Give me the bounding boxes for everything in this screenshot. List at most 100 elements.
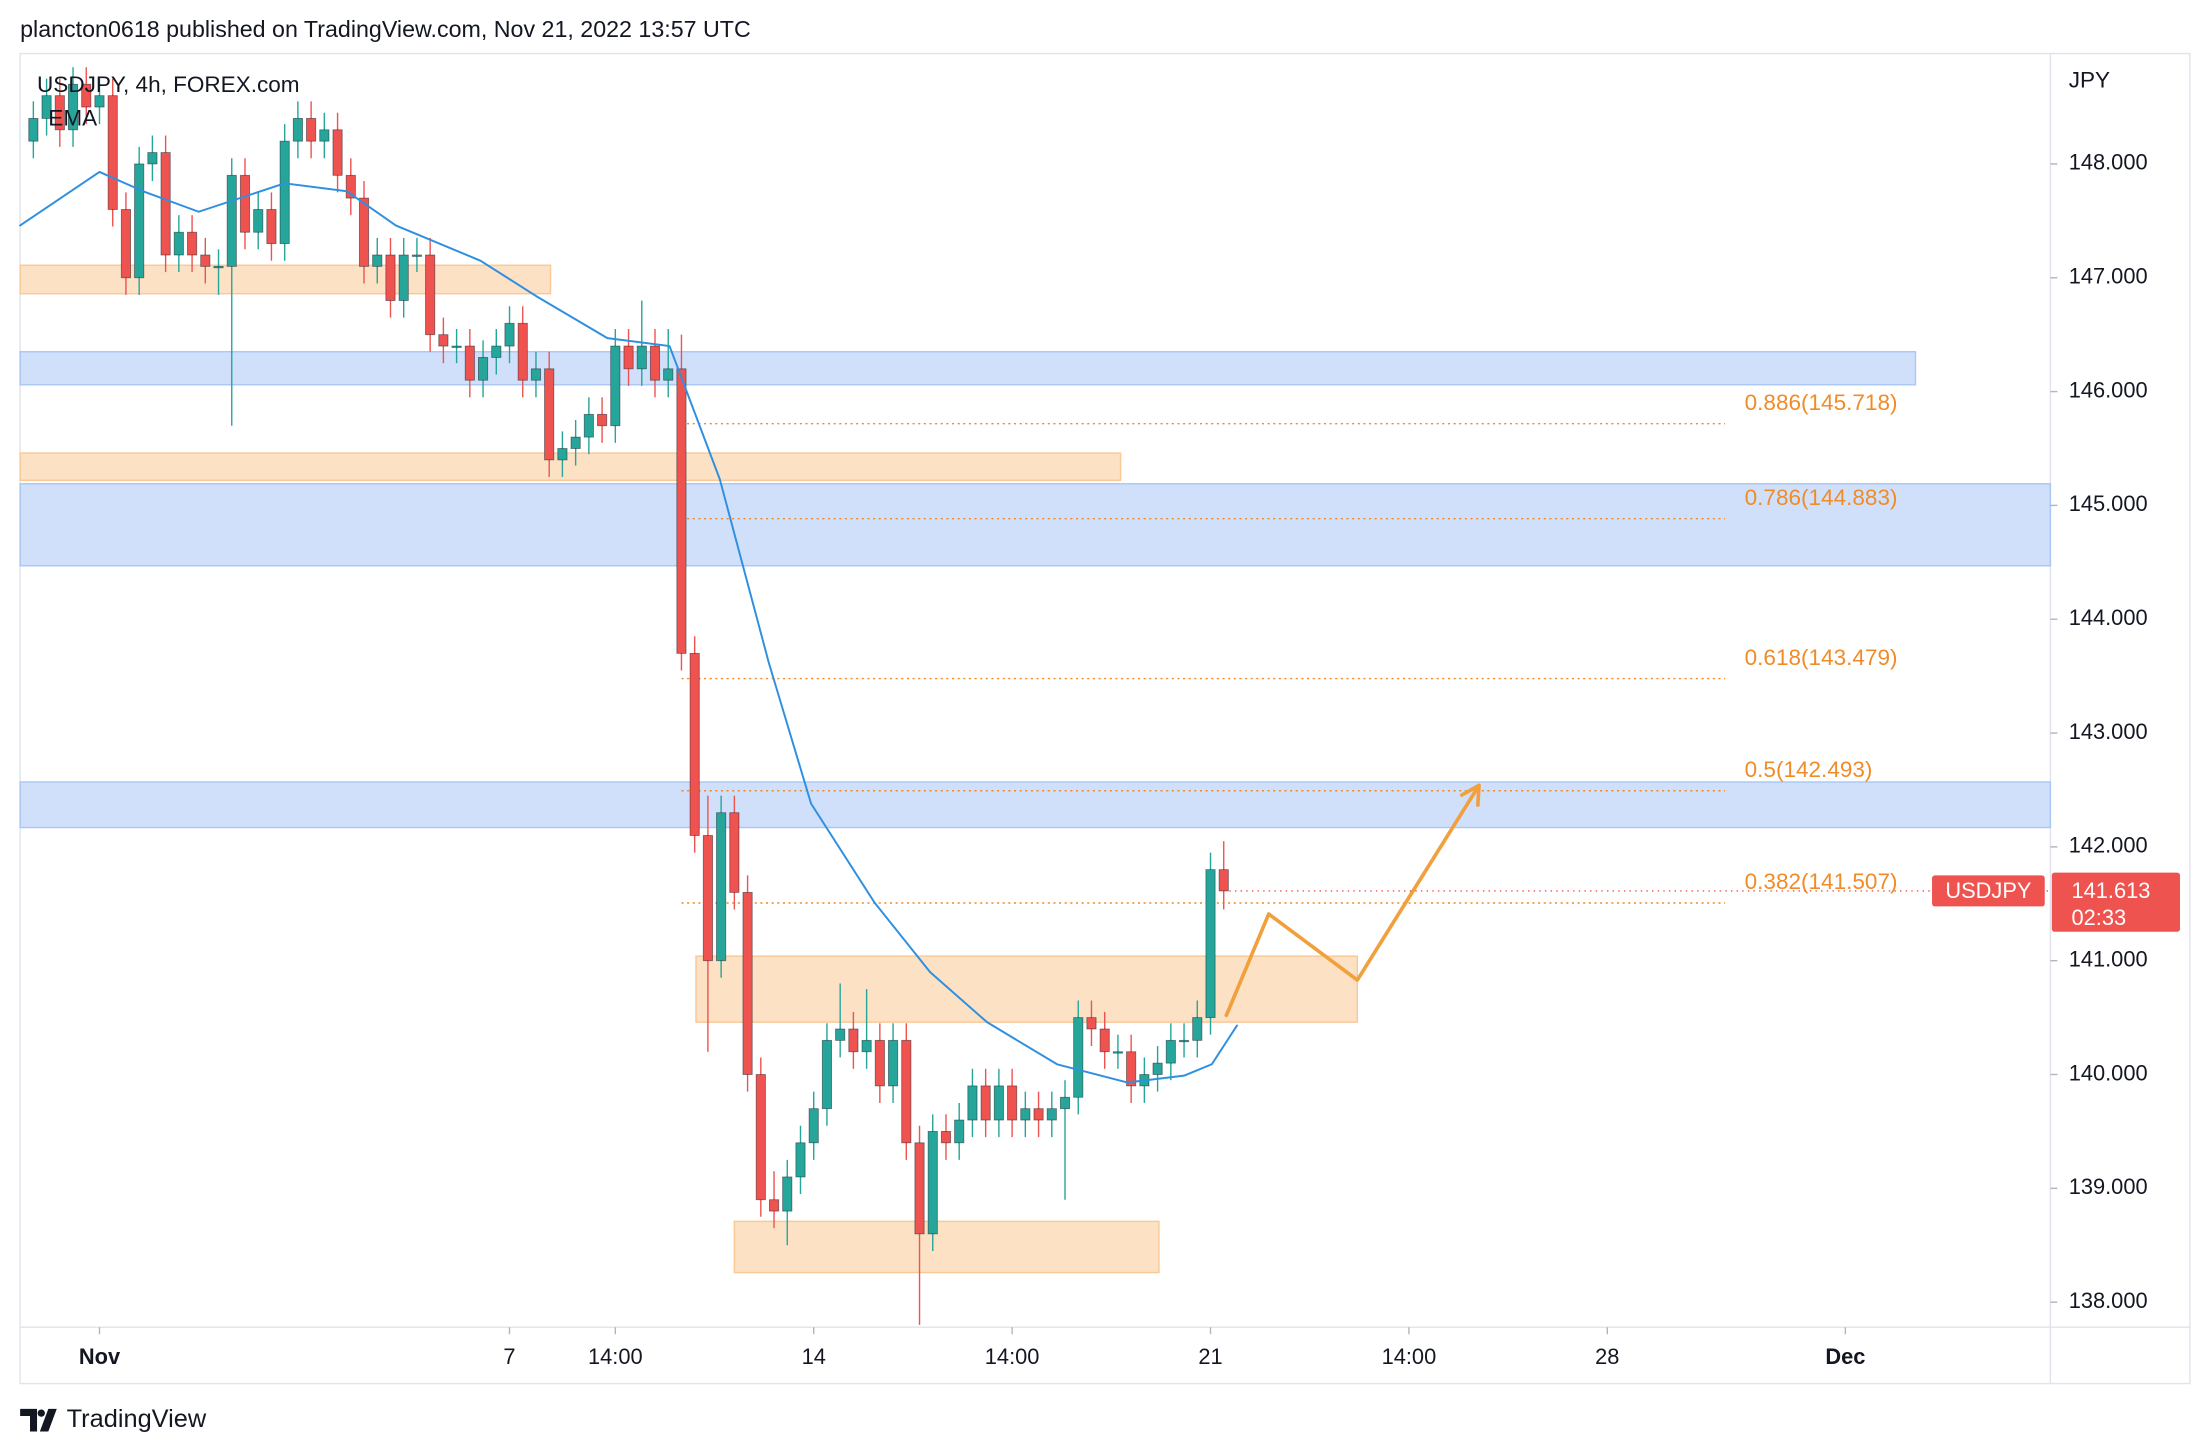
candle-body [755,1074,766,1201]
candle-body [107,95,118,210]
candle-body [517,322,528,381]
candle-body [491,345,502,358]
candle-body [795,1142,806,1178]
candle-body [67,83,79,131]
y-tick-label: 142.000 [2069,833,2148,858]
candle-body [1218,869,1229,892]
candle-body [888,1039,899,1087]
candle-body [239,174,251,233]
candle-body [160,152,171,256]
candle-body [530,368,542,381]
legend-indicator: EMA [48,106,97,131]
candle-body [861,1039,872,1053]
candle-body [1152,1062,1163,1075]
candle-body [28,117,39,142]
candle-body [1046,1108,1057,1121]
candle-body [636,345,647,370]
candle-body [1112,1051,1123,1054]
candle-body [464,345,475,381]
candle-body [398,254,409,301]
candle-body [292,117,303,142]
candle-body [1179,1039,1190,1043]
candle-body [200,254,211,267]
x-tick-label: Nov [79,1344,121,1369]
x-tick-label: 7 [503,1344,515,1369]
candle-body [41,95,52,119]
candle-body [1126,1051,1137,1087]
x-tick-label: 14 [802,1344,826,1369]
candle-body [147,152,158,165]
y-tick-label: 145.000 [2069,491,2148,516]
candle-body [702,835,713,962]
zone [19,483,2052,567]
candle-body [332,129,343,176]
candle-body [663,368,674,381]
y-tick-label: 148.000 [2069,150,2148,175]
candle-body [623,345,634,370]
candle-body [94,95,105,108]
candle-body [610,345,621,427]
zone [19,351,1917,386]
candle-body [689,652,700,836]
fib-label: 0.886(145.718) [1745,390,1898,415]
candle-body [1099,1028,1110,1053]
candle-body [253,209,264,233]
candle-body [438,334,449,347]
candle-body [266,209,277,245]
candle-body [279,140,290,245]
candle-body [570,436,581,449]
candle-body [451,345,462,348]
header: plancton0618 published on TradingView.co… [20,16,751,42]
candle-body [504,322,515,347]
candle-body [768,1199,780,1212]
candle-body [425,254,436,336]
zone [19,781,2052,829]
y-tick-label: 147.000 [2069,264,2148,289]
legend-title: USDJPY, 4h, FOREX.com [37,72,300,97]
candle-body [478,357,489,381]
frame [19,52,2191,1385]
ema-line [19,170,1238,1084]
footer-brand: TradingView [67,1405,207,1433]
candle-body [544,368,555,461]
plot: 0.886(145.718) 0.786(144.883) 0.618(143.47… [19,67,2052,1325]
candle-body [716,812,727,962]
candle-body [187,231,198,256]
candle-body [372,254,383,267]
y-tick-label: 143.000 [2069,719,2148,744]
candle-body [54,95,65,131]
candle-body [676,368,687,654]
candle-body [173,231,184,256]
last-price-label: 141.613 [2072,878,2151,903]
candle-body [583,413,594,438]
candle-body [914,1142,925,1235]
candle-body [782,1176,793,1212]
candle-body [1205,869,1216,1019]
candle-body [1192,1017,1203,1041]
candle-body [1165,1039,1176,1064]
projection-path [1224,783,1481,1018]
fib-label: 0.382(141.507) [1745,869,1898,894]
y-tick-label: 138.000 [2069,1288,2148,1313]
fib-label: 0.5(142.493) [1745,757,1873,782]
y-tick-label: 139.000 [2069,1174,2148,1199]
y-tick-label: 144.000 [2069,605,2148,630]
candle-body [120,209,131,279]
candle-body [319,129,330,142]
zone [19,264,552,295]
zone [19,452,1122,482]
candle-body [993,1085,1004,1121]
candle-body [1073,1017,1084,1098]
candle-body [649,345,661,381]
x-tick-label: 21 [1198,1344,1222,1369]
fib-label: 0.618(143.479) [1745,645,1898,670]
y-tick-label: 141.000 [2069,946,2148,971]
candle-body [729,812,740,893]
candle-body [1020,1108,1031,1121]
x-tick-label: 28 [1595,1344,1619,1369]
candle-body [411,254,422,257]
candle-body [385,254,396,301]
candle-body [213,265,224,269]
